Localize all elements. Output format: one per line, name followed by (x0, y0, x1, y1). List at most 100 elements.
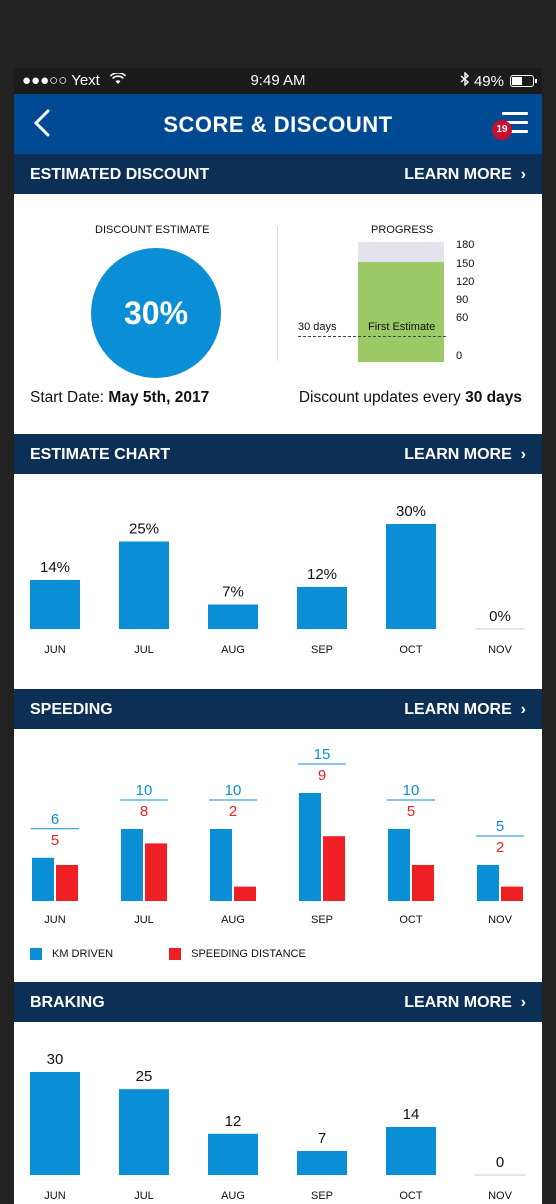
status-bar: ●●●○○ Yext 9:49 AM 49% (14, 68, 542, 94)
update-frequency: Discount updates every 30 days (298, 389, 522, 406)
chevron-right-icon: › (520, 166, 526, 183)
bar-km-driven (388, 829, 410, 901)
learn-more-link[interactable]: LEARN MORE › (404, 446, 526, 463)
data-label-km: 10 (403, 782, 420, 799)
data-label-speeding: 2 (229, 803, 237, 820)
speeding-chart: 6 5 JUN 10 8 JUL 10 2 AUG 15 9 SEP 10 5 OCT 5 2 NOV (31, 746, 524, 926)
data-label: 7 (318, 1130, 326, 1147)
data-label-km: 15 (314, 746, 331, 763)
bar (208, 604, 258, 629)
data-label-speeding: 5 (407, 803, 415, 820)
progress-tick: 90 (456, 294, 469, 306)
x-tick-label: SEP (311, 1190, 333, 1202)
status-right: 49% (460, 71, 537, 90)
data-label: 0% (489, 608, 511, 625)
bar-km-driven (32, 857, 54, 901)
bar-km-driven (477, 865, 499, 901)
x-tick-label: JUL (134, 644, 154, 656)
x-tick-label: OCT (399, 1190, 423, 1202)
x-tick-label: JUN (44, 914, 65, 926)
data-label: 30% (396, 503, 426, 520)
bar-speeding-distance (501, 886, 523, 901)
x-tick-label: JUL (134, 914, 154, 926)
data-label-speeding: 8 (140, 803, 148, 820)
data-label: 14 (403, 1106, 420, 1123)
data-label-km: 6 (51, 811, 59, 828)
x-tick-label: JUL (134, 1190, 154, 1202)
first-estimate-label: First Estimate (368, 321, 436, 333)
data-label: 25 (136, 1068, 153, 1085)
x-tick-label: SEP (311, 644, 333, 656)
estimate-chart-header: ESTIMATE CHART LEARN MORE › (14, 434, 542, 474)
legend-swatch-km (30, 948, 42, 960)
legend-swatch-speeding (169, 948, 182, 960)
data-label: 12 (225, 1113, 242, 1130)
phone-screen: ●●●○○ Yext 9:49 AM 49% SCORE & DISCOUNT … (14, 68, 542, 1204)
section-title: BRAKING (30, 994, 105, 1011)
bar-speeding-distance (56, 865, 78, 901)
chevron-right-icon: › (520, 446, 526, 463)
notification-badge[interactable]: 19 (492, 120, 512, 140)
legend-km-label: KM DRIVEN (52, 948, 114, 960)
data-label: 30 (47, 1051, 64, 1068)
estimated-discount-header: ESTIMATED DISCOUNT LEARN MORE › (14, 154, 542, 194)
bar-km-driven (121, 829, 143, 901)
speeding-legend: KM DRIVEN SPEEDING DISTANCE (30, 948, 306, 960)
chevron-right-icon: › (520, 994, 526, 1011)
bar (386, 1126, 436, 1175)
data-label: 0 (496, 1154, 504, 1171)
data-label: 7% (222, 584, 244, 601)
back-chevron-icon[interactable] (30, 108, 58, 138)
discount-estimate-label: DISCOUNT ESTIMATE (95, 224, 210, 236)
data-label-speeding: 9 (318, 767, 326, 784)
bar (30, 1072, 80, 1175)
braking-chart: 30 JUN 25 JUL 12 AUG 7 SEP 14 OCT 0 NOV (30, 1051, 525, 1202)
bar-km-driven (210, 829, 232, 901)
chevron-right-icon: › (520, 701, 526, 718)
menu-icon[interactable] (502, 112, 528, 134)
learn-more-link[interactable]: LEARN MORE › (404, 701, 526, 718)
x-tick-label: OCT (399, 914, 423, 926)
bar-speeding-distance (412, 865, 434, 901)
progress-label: PROGRESS (371, 224, 434, 236)
section-title: ESTIMATE CHART (30, 446, 171, 463)
nav-bar: SCORE & DISCOUNT 19 (14, 94, 542, 154)
progress-tick: 0 (456, 350, 463, 362)
learn-more-link[interactable]: LEARN MORE › (404, 994, 526, 1011)
progress-tick: 120 (456, 276, 475, 288)
bar-speeding-distance (234, 886, 256, 901)
data-label-speeding: 2 (496, 839, 504, 856)
wifi-icon (109, 72, 127, 89)
progress-fill (358, 262, 444, 362)
x-tick-label: OCT (399, 644, 423, 656)
x-tick-label: AUG (221, 644, 245, 656)
carrier-signal: ●●●○○ Yext (22, 72, 100, 89)
section-title: SPEEDING (30, 701, 113, 718)
section-title: ESTIMATED DISCOUNT (30, 166, 210, 183)
page-title: SCORE & DISCOUNT (163, 112, 393, 137)
bar (30, 580, 80, 629)
legend-speeding-label: SPEEDING DISTANCE (191, 948, 306, 960)
progress-days-label: 30 days (298, 321, 337, 333)
bar-km-driven (299, 793, 321, 901)
data-label-km: 5 (496, 818, 504, 835)
bar-speeding-distance (323, 836, 345, 901)
bar (119, 541, 169, 629)
estimate-chart: 14% JUN 25% JUL 7% AUG 12% SEP 30% OCT 0% NOV (30, 503, 525, 656)
bar (386, 524, 436, 629)
battery-percent: 49% (473, 72, 504, 90)
start-date: Start Date: May 5th, 2017 (30, 389, 210, 406)
data-label-km: 10 (225, 782, 242, 799)
x-tick-label: AUG (221, 914, 245, 926)
learn-more-link[interactable]: LEARN MORE › (404, 166, 526, 183)
bar (297, 1150, 347, 1175)
first-estimate-line (298, 336, 446, 337)
bar-speeding-distance (145, 843, 167, 901)
bar (297, 587, 347, 629)
progress-tick: 60 (456, 312, 469, 324)
start-date-value: May 5th, 2017 (108, 389, 210, 406)
progress-tick: 150 (456, 258, 475, 270)
data-label: 12% (307, 566, 337, 583)
x-tick-label: NOV (488, 1190, 513, 1202)
data-label: 14% (40, 559, 70, 576)
